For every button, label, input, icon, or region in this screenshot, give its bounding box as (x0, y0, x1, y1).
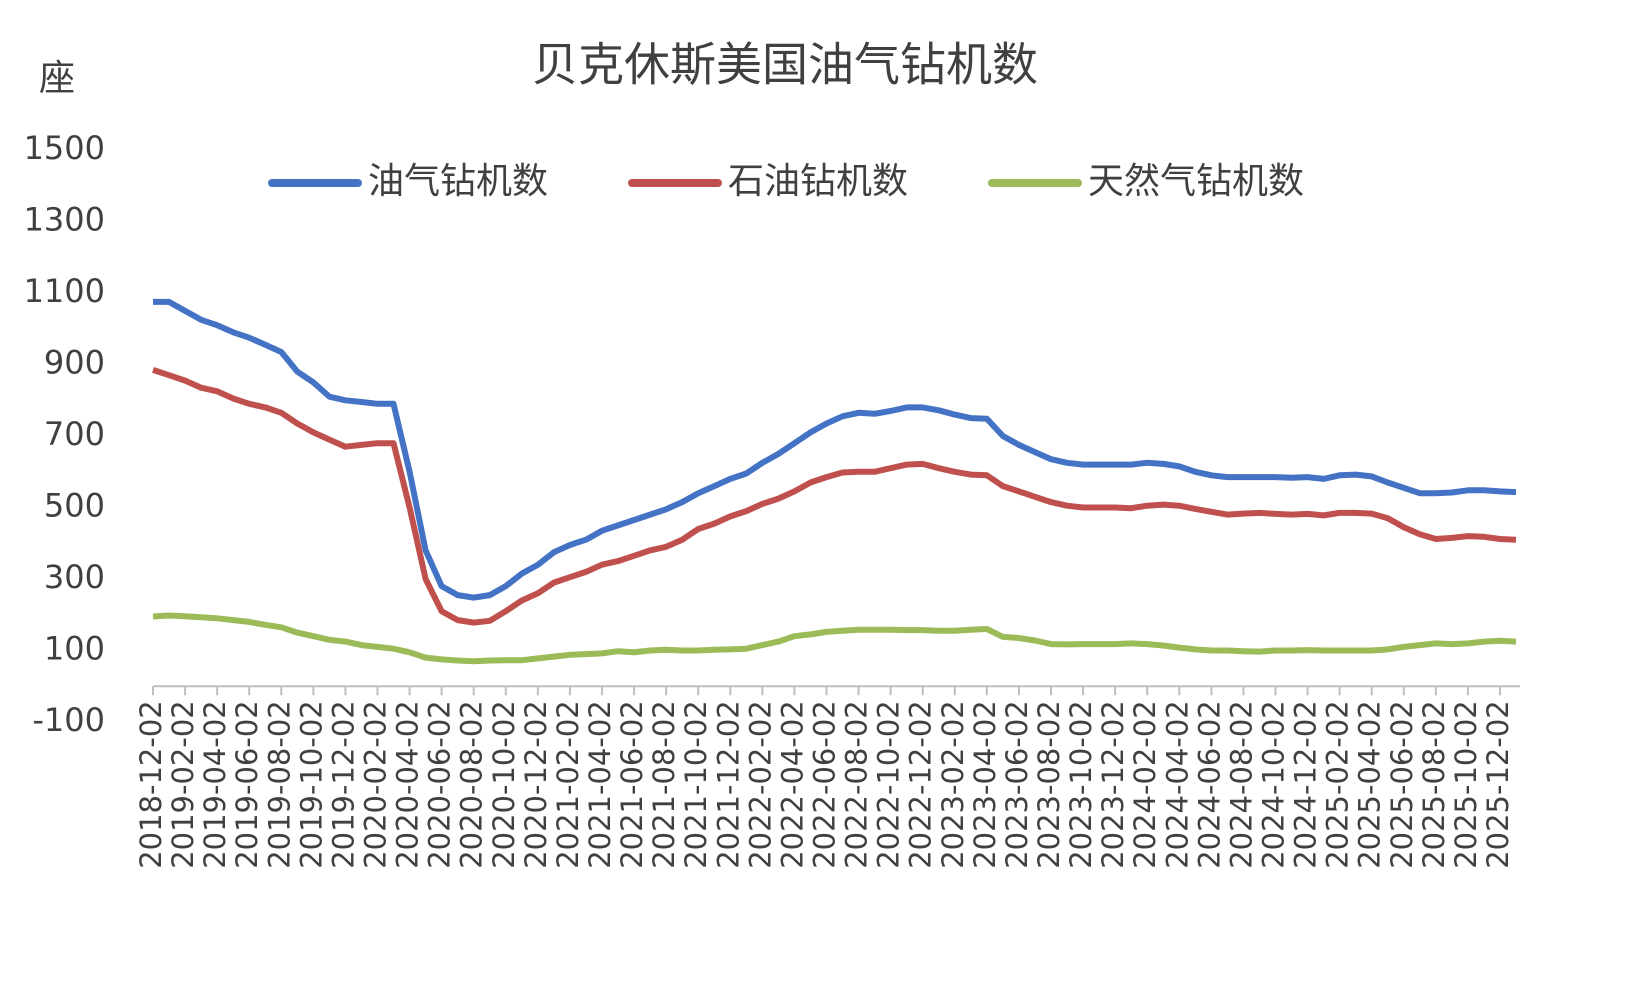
x-tick-label: 2019-06-02 (230, 700, 264, 869)
x-tick-label: 2021-04-02 (583, 700, 617, 869)
x-tick-label: 2024-12-02 (1289, 700, 1323, 869)
x-tick-label: 2022-10-02 (872, 700, 906, 869)
x-tick-label: 2019-08-02 (262, 700, 296, 869)
x-tick-label: 2020-02-02 (359, 700, 393, 869)
x-tick-label: 2025-08-02 (1417, 700, 1451, 869)
y-tick-label: 1500 (24, 129, 105, 167)
legend-label: 石油钻机数 (728, 161, 908, 202)
x-tick-label: 2024-08-02 (1224, 700, 1258, 869)
y-tick-label: 100 (44, 630, 105, 668)
x-tick-label: 2020-06-02 (423, 700, 457, 869)
x-tick-label: 2022-02-02 (743, 700, 777, 869)
x-tick-label: 2018-12-02 (134, 700, 168, 869)
x-tick-label: 2020-12-02 (519, 700, 553, 869)
x-tick-label: 2023-10-02 (1064, 700, 1098, 869)
x-tick-label: 2022-06-02 (808, 700, 842, 869)
x-tick-label: 2025-06-02 (1385, 700, 1419, 869)
x-tick-label: 2023-04-02 (968, 700, 1002, 869)
x-tick-label: 2023-08-02 (1032, 700, 1066, 869)
x-tick-label: 2023-02-02 (936, 700, 970, 869)
chart-title: 贝克休斯美国油气钻机数 (532, 38, 1038, 92)
series-line (152, 367, 1517, 626)
x-tick-label: 2023-12-02 (1096, 700, 1130, 869)
y-tick-label: 900 (44, 344, 105, 382)
x-tick-label: 2025-04-02 (1353, 700, 1387, 869)
legend-label: 油气钻机数 (368, 161, 548, 202)
y-tick-label: 700 (44, 415, 105, 453)
x-tick-label: 2020-04-02 (391, 700, 425, 869)
x-tick-label: 2024-06-02 (1192, 700, 1226, 869)
x-tick-label: 2025-10-02 (1449, 700, 1483, 869)
series-line (153, 298, 1517, 601)
x-tick-label: 2022-08-02 (840, 700, 874, 869)
x-tick-label: 2025-12-02 (1481, 700, 1515, 869)
x-tick-label: 2019-10-02 (294, 700, 328, 869)
y-tick-label: 1300 (24, 201, 105, 239)
y-tick-label: 1100 (24, 272, 105, 310)
series-line (152, 612, 1517, 665)
x-tick-label: 2019-02-02 (166, 700, 200, 869)
y-axis-label: 座 (39, 58, 75, 99)
x-tick-label: 2024-02-02 (1128, 700, 1162, 869)
x-tick-label: 2025-02-02 (1321, 700, 1355, 869)
legend-label: 天然气钻机数 (1088, 161, 1304, 202)
x-tick-label: 2021-08-02 (647, 700, 681, 869)
x-tick-label: 2022-04-02 (775, 700, 809, 869)
x-tick-label: 2024-04-02 (1160, 700, 1194, 869)
y-tick-label: 500 (44, 487, 105, 525)
x-tick-label: 2019-12-02 (326, 700, 360, 869)
x-tick-label: 2021-02-02 (551, 700, 585, 869)
x-tick-label: 2021-10-02 (679, 700, 713, 869)
y-tick-label: 300 (44, 558, 105, 596)
x-tick-label: 2020-08-02 (455, 700, 489, 869)
x-tick-label: 2020-10-02 (487, 700, 521, 869)
x-tick-label: 2021-06-02 (615, 700, 649, 869)
x-tick-label: 2019-04-02 (198, 700, 232, 869)
x-tick-label: 2024-10-02 (1257, 700, 1291, 869)
x-tick-label: 2021-12-02 (711, 700, 745, 869)
x-tick-label: 2022-12-02 (904, 700, 938, 869)
y-tick-label: -100 (32, 701, 105, 739)
x-tick-label: 2023-06-02 (1000, 700, 1034, 869)
